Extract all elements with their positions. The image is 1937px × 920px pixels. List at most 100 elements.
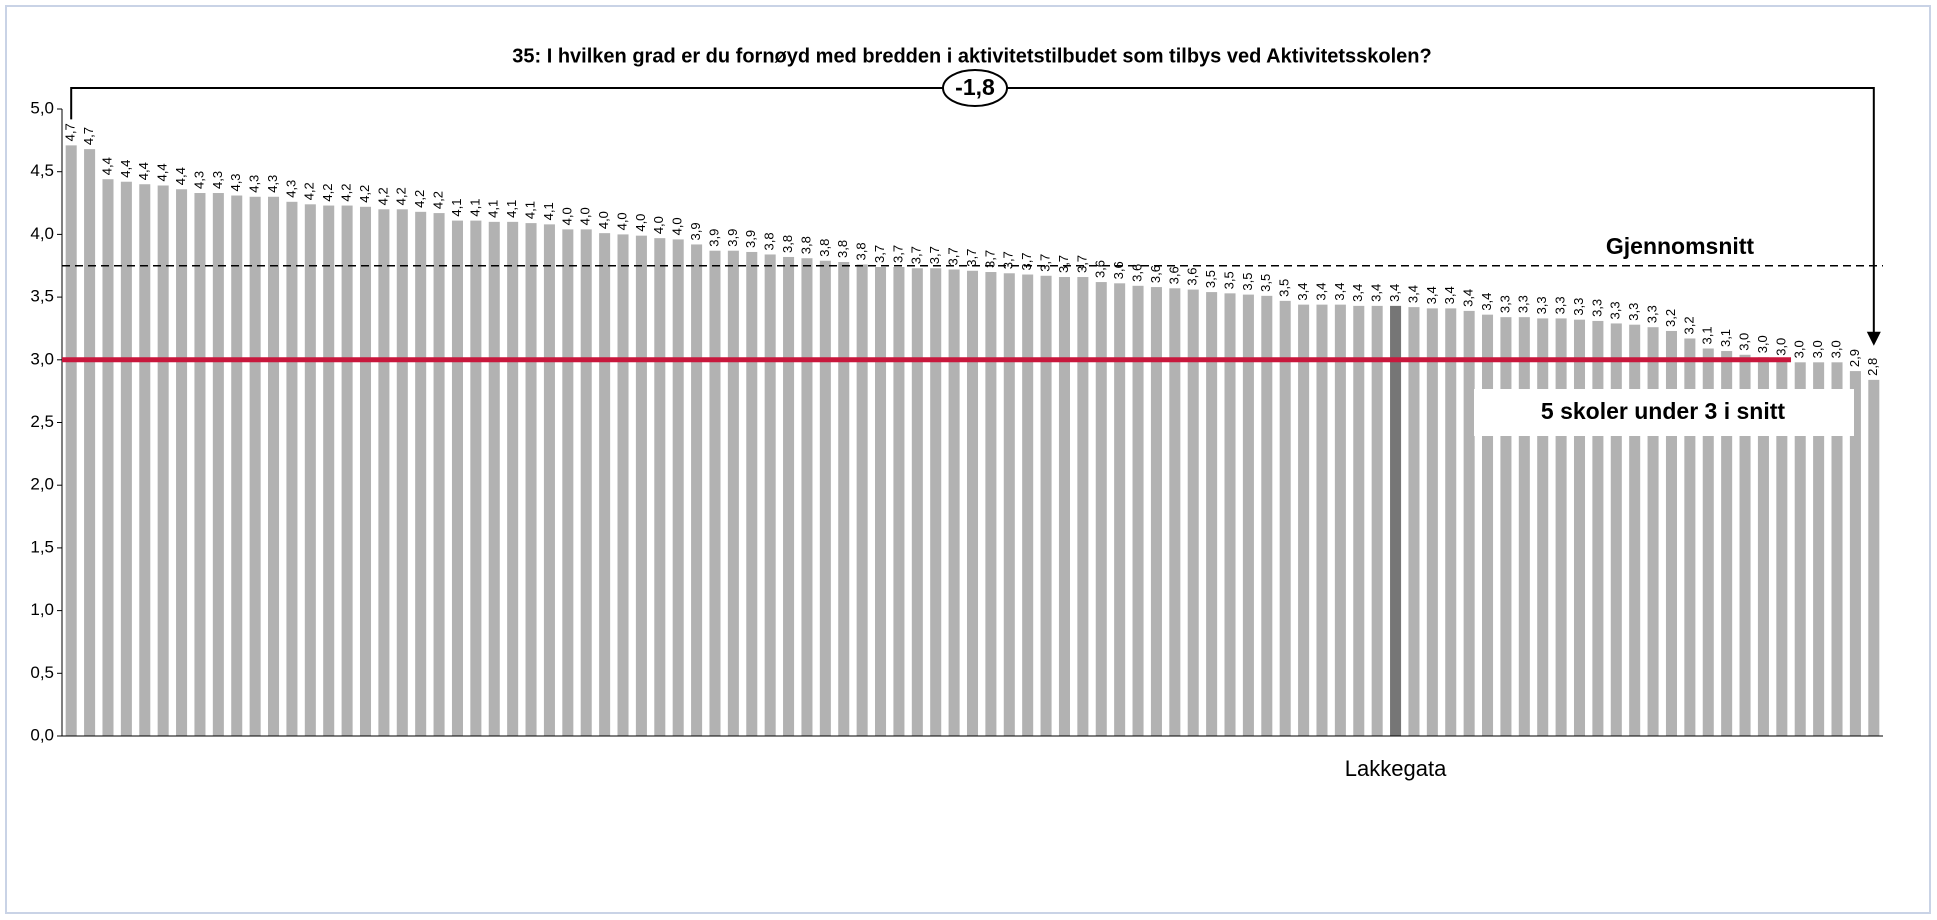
bar	[1353, 305, 1365, 736]
value-label: 3,3	[1645, 305, 1660, 323]
bar	[1169, 288, 1181, 736]
value-label: 3,7	[909, 246, 924, 264]
value-label: 3,0	[1792, 340, 1807, 358]
y-tick-label: 1,0	[30, 600, 54, 619]
value-label: 3,8	[762, 232, 777, 250]
value-label: 3,9	[743, 230, 758, 248]
value-label: 3,2	[1663, 309, 1678, 327]
value-label: 3,8	[817, 239, 832, 257]
value-label: 3,5	[1221, 271, 1236, 289]
bar	[1371, 305, 1383, 736]
threshold-label: 5 skoler under 3 i snitt	[1541, 398, 1785, 424]
bar	[1316, 304, 1328, 736]
bar	[1463, 310, 1475, 736]
bar	[231, 195, 243, 736]
bar	[157, 185, 169, 736]
bar	[1445, 308, 1457, 736]
value-label: 3,0	[1755, 335, 1770, 353]
value-label: 4,2	[302, 182, 317, 200]
bar	[599, 233, 611, 736]
bar	[304, 204, 316, 736]
value-label: 3,7	[1056, 255, 1071, 273]
bar	[396, 209, 408, 736]
bar	[176, 189, 188, 737]
bar	[1776, 359, 1788, 736]
average-label-bg	[1580, 231, 1780, 262]
bar	[1518, 317, 1530, 736]
bar	[1150, 287, 1162, 736]
value-label: 3,5	[1258, 274, 1273, 292]
value-label: 3,4	[1295, 283, 1310, 301]
value-label: 3,9	[688, 222, 703, 240]
bar	[1500, 317, 1512, 736]
value-label: 3,4	[1424, 286, 1439, 304]
value-label: 4,0	[559, 207, 574, 225]
value-label: 4,0	[578, 207, 593, 225]
value-label: 3,3	[1589, 299, 1604, 317]
bar	[1555, 318, 1567, 736]
value-label: 3,7	[964, 249, 979, 267]
value-label: 4,3	[247, 175, 262, 193]
value-label: 4,3	[283, 180, 298, 198]
value-label: 3,8	[835, 240, 850, 258]
value-label: 4,1	[467, 199, 482, 217]
threshold-box	[1474, 389, 1854, 436]
y-tick-label: 3,5	[30, 287, 54, 306]
y-tick-label: 4,5	[30, 161, 54, 180]
bar	[672, 239, 684, 736]
bar	[1592, 320, 1604, 736]
bar	[1868, 379, 1880, 736]
value-label: 3,4	[1332, 283, 1347, 301]
y-tick-label: 2,0	[30, 475, 54, 494]
value-label: 4,0	[651, 216, 666, 234]
bar	[1114, 283, 1126, 736]
value-label: 4,2	[320, 183, 335, 201]
value-label: 4,1	[486, 200, 501, 218]
y-tick-label: 3,0	[30, 349, 54, 368]
y-tick-label: 4,0	[30, 224, 54, 243]
value-label: 3,3	[1571, 298, 1586, 316]
bar	[1261, 295, 1273, 736]
bar	[1298, 304, 1310, 736]
bar	[1095, 282, 1107, 736]
bar	[1426, 308, 1438, 736]
value-label: 4,4	[173, 167, 188, 185]
value-label: 3,2	[1681, 316, 1696, 334]
value-label: 3,7	[872, 245, 887, 263]
bar	[1058, 277, 1070, 736]
value-label: 2,9	[1847, 349, 1862, 367]
bar	[1849, 371, 1861, 736]
bar	[746, 251, 758, 736]
average-label: Gjennomsnitt	[1606, 233, 1755, 259]
value-label: 3,7	[1001, 251, 1016, 269]
range-bubble	[942, 69, 1008, 107]
bar	[1702, 348, 1714, 736]
value-label: 4,7	[81, 127, 96, 145]
value-label: 3,4	[1313, 283, 1328, 301]
value-label: 4,3	[191, 171, 206, 189]
bar	[268, 196, 280, 736]
y-tick-label: 0,5	[30, 663, 54, 682]
bar	[801, 258, 813, 736]
value-label: 4,0	[670, 217, 685, 235]
value-label: 3,1	[1700, 326, 1715, 344]
bar	[635, 235, 647, 737]
bar	[1482, 314, 1494, 736]
bar	[1224, 293, 1236, 736]
bar	[1647, 327, 1659, 736]
bar	[433, 213, 445, 736]
bar	[323, 205, 335, 737]
value-label: 4,0	[614, 212, 629, 230]
bar	[470, 220, 482, 736]
value-label: 3,6	[1185, 267, 1200, 285]
value-label: 3,9	[706, 229, 721, 247]
bar	[1757, 357, 1769, 736]
y-tick-label: 2,5	[30, 412, 54, 431]
bar	[838, 261, 850, 736]
bar	[1831, 362, 1843, 736]
value-label: 4,7	[63, 123, 78, 141]
value-label: 3,4	[1461, 289, 1476, 307]
bar	[911, 268, 923, 736]
value-label: 3,5	[1240, 273, 1255, 291]
bar	[1739, 354, 1751, 736]
